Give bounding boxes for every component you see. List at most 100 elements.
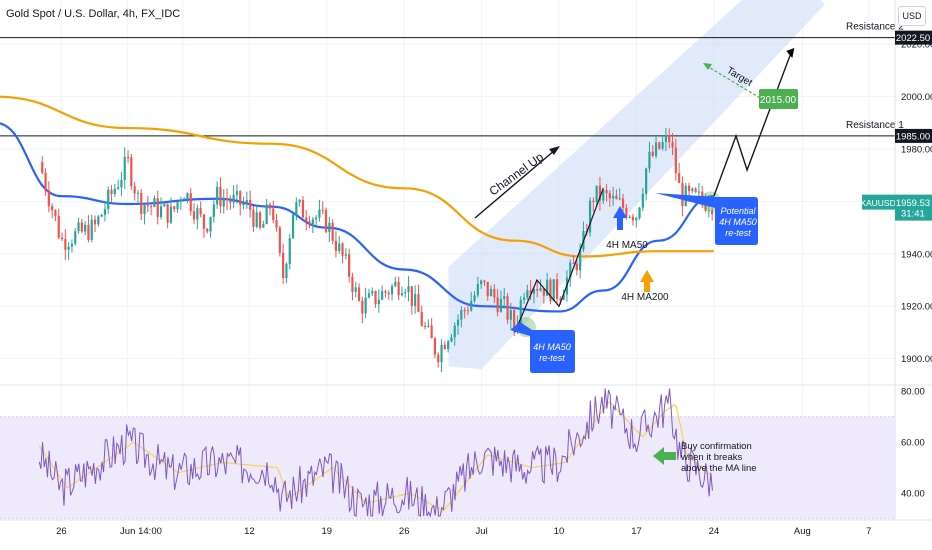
candle-up: [664, 135, 668, 142]
candle-down: [348, 254, 351, 277]
candle-down: [555, 279, 559, 299]
candle-down: [651, 151, 654, 156]
candle-down: [711, 210, 714, 215]
candle-up: [143, 205, 146, 214]
price-tick-label: 1900.00: [901, 354, 932, 365]
candle-up: [612, 195, 615, 199]
symbol-tag: [862, 194, 895, 210]
candle-up: [315, 217, 318, 220]
candle-down: [536, 289, 539, 291]
rsi-ma-line: [38, 401, 713, 512]
price-tick-label: 2000.00: [901, 92, 932, 103]
time-tick-label: 19: [322, 526, 333, 537]
candle-up: [364, 297, 367, 314]
candle-down: [258, 212, 262, 228]
candle-up: [460, 310, 463, 320]
candle-down: [387, 292, 390, 295]
price-tick-label: 1980.00: [901, 145, 932, 156]
candle-down: [219, 186, 222, 207]
buy-confirmation-text: above the MA line: [681, 463, 757, 474]
resistance-2-tag: [895, 30, 932, 45]
candle-down: [572, 262, 575, 264]
ma200-label: 4H MA200: [621, 292, 669, 303]
candle-up: [473, 295, 476, 301]
candle-down: [126, 156, 130, 158]
potential-retest-text: re-test: [725, 228, 751, 238]
candle-up: [661, 141, 664, 149]
candle-up: [291, 214, 295, 239]
buy-confirmation-text: when it breaks: [680, 452, 743, 463]
candle-down: [252, 209, 255, 227]
candle-down: [321, 209, 324, 211]
rsi-tick-label: 80.00: [901, 387, 925, 398]
candle-up: [84, 224, 87, 232]
candle-up: [526, 290, 529, 298]
candle-up: [404, 292, 407, 294]
candle-down: [605, 190, 608, 194]
ma50-line: [0, 122, 714, 313]
price-tick-label: 2020.00: [901, 40, 932, 51]
candle-up: [67, 246, 70, 250]
candle-up: [123, 156, 126, 180]
time-tick-label: Aug: [794, 526, 811, 537]
candle-up: [648, 151, 651, 169]
candle-up: [70, 243, 74, 247]
candle-up: [552, 279, 555, 302]
channel-up-band: [448, 0, 825, 370]
candle-down: [549, 279, 552, 302]
candle-down: [80, 222, 83, 232]
candle-up: [532, 289, 536, 294]
candle-down: [559, 298, 562, 300]
candle-down: [166, 203, 169, 223]
candle-down: [493, 288, 496, 298]
last-price-value: 1959.53: [896, 198, 930, 209]
candle-up: [242, 203, 245, 206]
candle-up: [377, 299, 380, 305]
candle-up: [509, 310, 512, 320]
last-price-tag: [895, 194, 932, 221]
chart-title: Gold Spot / U.S. Dollar, 4h, FX_IDC: [6, 8, 181, 20]
candle-down: [229, 200, 232, 203]
candle-up: [539, 288, 542, 291]
candle-down: [625, 207, 628, 218]
candle-up: [499, 298, 503, 312]
candle-up: [628, 216, 631, 218]
candle-down: [361, 300, 364, 314]
candle-up: [456, 319, 460, 326]
ma50-retest-callout: [510, 322, 575, 373]
candle-up: [255, 212, 258, 227]
candle-up: [354, 287, 357, 292]
candle-up: [196, 208, 199, 220]
candle-up: [183, 198, 186, 200]
currency-button[interactable]: USD: [898, 6, 926, 26]
resistance-2-label: Resistance 2: [846, 22, 904, 33]
candle-up: [235, 191, 239, 195]
time-tick-label: 14:00: [138, 526, 162, 537]
channel-up-arrow: [474, 149, 556, 219]
candle-down: [678, 173, 681, 184]
resistance-1-value: 1985.00: [896, 131, 930, 142]
candle-up: [654, 142, 658, 156]
candle-down: [433, 338, 437, 355]
candle-up: [400, 293, 404, 296]
candle-up: [262, 223, 265, 228]
candle-down: [51, 206, 54, 211]
candle-down: [305, 217, 308, 222]
candle-down: [437, 354, 440, 363]
candle-down: [430, 325, 433, 339]
candle-up: [371, 291, 374, 294]
candle-up: [159, 206, 163, 218]
candle-up: [602, 190, 605, 201]
candle-down: [133, 186, 136, 194]
candle-up: [245, 199, 248, 204]
candle-up: [212, 204, 215, 217]
ma50-label: 4H MA50: [606, 240, 648, 251]
price-tick-label: 1940.00: [901, 249, 932, 260]
candle-up: [447, 341, 450, 349]
candle-down: [384, 291, 387, 293]
candle-up: [569, 262, 572, 278]
candle-up: [120, 179, 123, 188]
candle-down: [202, 214, 206, 229]
candle-down: [513, 310, 516, 328]
